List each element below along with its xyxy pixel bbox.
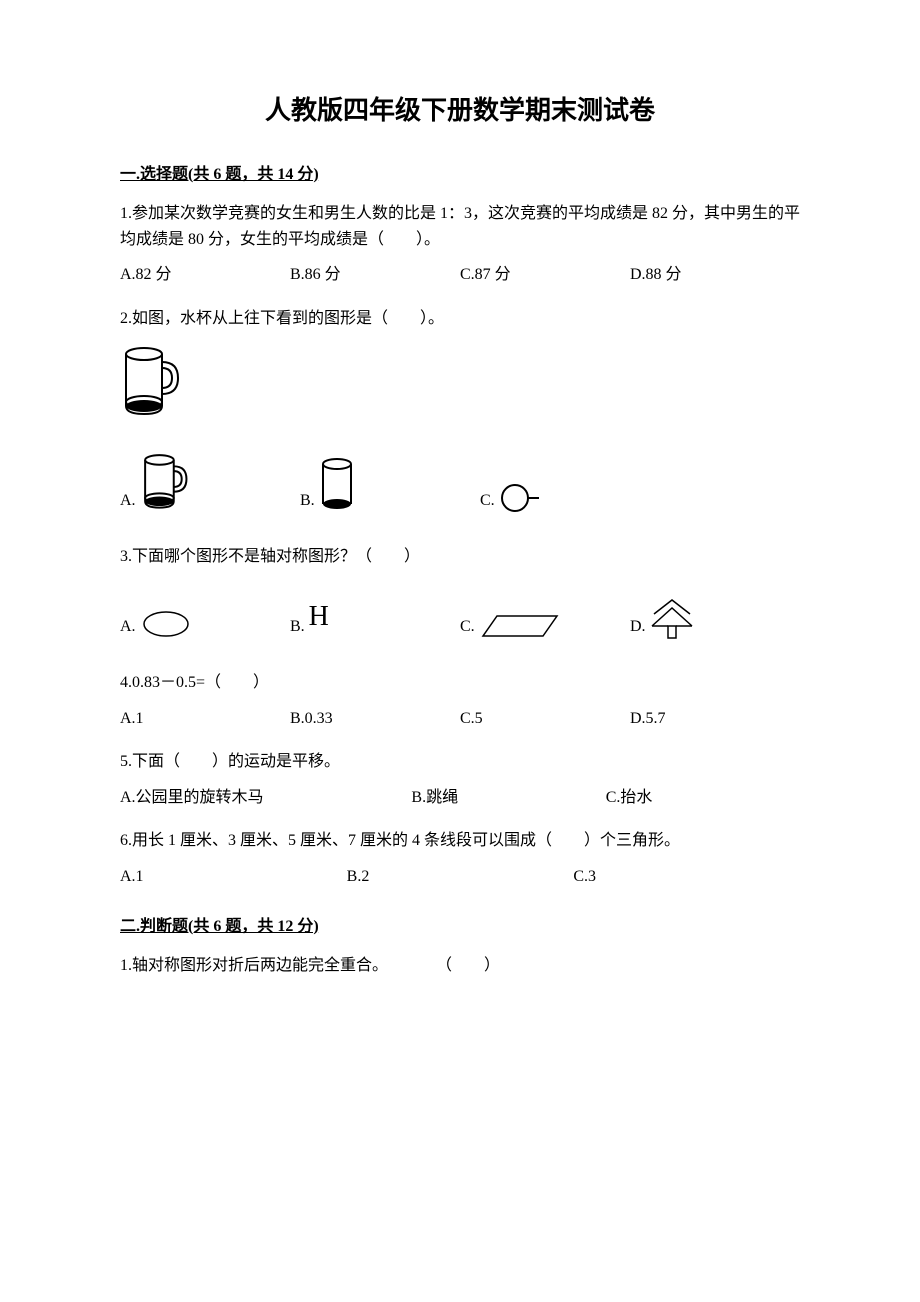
ellipse-icon xyxy=(140,608,192,640)
question-4: 4.0.83－0.5=（ ） A.1 B.0.33 C.5 D.5.7 xyxy=(120,670,800,731)
q4-option-b: B.0.33 xyxy=(290,706,460,732)
q3-option-a: A. xyxy=(120,608,290,640)
q6-option-b: B.2 xyxy=(347,864,574,890)
q4-option-d: D.5.7 xyxy=(630,706,800,732)
cup-icon xyxy=(120,344,182,422)
q4-option-a: A.1 xyxy=(120,706,290,732)
question-1-text: 1.参加某次数学竞赛的女生和男生人数的比是 1：3，这次竞赛的平均成绩是 82 … xyxy=(120,201,800,252)
cup-small-icon xyxy=(140,452,190,514)
question-1: 1.参加某次数学竞赛的女生和男生人数的比是 1：3，这次竞赛的平均成绩是 82 … xyxy=(120,201,800,288)
page-title: 人教版四年级下册数学期末测试卷 xyxy=(120,90,800,132)
question-5-options: A.公园里的旋转木马 B.跳绳 C.抬水 xyxy=(120,785,800,811)
q1-option-a: A.82 分 xyxy=(120,262,290,288)
q2-option-c: C. xyxy=(480,480,620,514)
q5-option-a: A.公园里的旋转木马 xyxy=(120,785,411,811)
question-3-text: 3.下面哪个图形不是轴对称图形？（ ） xyxy=(120,544,800,570)
q3-option-d: D. xyxy=(630,598,800,640)
circle-handle-icon xyxy=(499,480,543,514)
section2-question-1: 1.轴对称图形对折后两边能完全重合。 （ ） xyxy=(120,953,800,979)
question-2: 2.如图，水杯从上往下看到的图形是（ ）。 A. B. xyxy=(120,306,800,514)
q1-option-c: C.87 分 xyxy=(460,262,630,288)
question-3: 3.下面哪个图形不是轴对称图形？（ ） A. B. H C. D. xyxy=(120,544,800,640)
q3-option-c: C. xyxy=(460,612,630,640)
section2-question-1-text: 1.轴对称图形对折后两边能完全重合。 （ ） xyxy=(120,953,800,979)
cylinder-icon xyxy=(319,456,355,514)
q5-option-b: B.跳绳 xyxy=(411,785,605,811)
question-4-text: 4.0.83－0.5=（ ） xyxy=(120,670,800,696)
question-2-options: A. B. C. xyxy=(120,452,800,514)
question-3-options: A. B. H C. D. xyxy=(120,595,800,640)
question-1-options: A.82 分 B.86 分 C.87 分 D.88 分 xyxy=(120,262,800,288)
question-2-text: 2.如图，水杯从上往下看到的图形是（ ）。 xyxy=(120,306,800,332)
question-6-options: A.1 B.2 C.3 xyxy=(120,864,800,890)
letter-h-icon: H xyxy=(309,595,329,640)
question-6: 6.用长 1 厘米、3 厘米、5 厘米、7 厘米的 4 条线段可以围成（ ）个三… xyxy=(120,828,800,889)
parallelogram-icon xyxy=(479,612,561,640)
q5-option-c: C.抬水 xyxy=(606,785,800,811)
question-5: 5.下面（ ）的运动是平移。 A.公园里的旋转木马 B.跳绳 C.抬水 xyxy=(120,749,800,810)
q1-option-d: D.88 分 xyxy=(630,262,800,288)
question-4-options: A.1 B.0.33 C.5 D.5.7 xyxy=(120,706,800,732)
question-5-text: 5.下面（ ）的运动是平移。 xyxy=(120,749,800,775)
q3-option-b: B. H xyxy=(290,595,460,640)
q6-option-c: C.3 xyxy=(573,864,800,890)
q2-option-b: B. xyxy=(300,456,440,514)
section-1-heading: 一.选择题(共 6 题，共 14 分) xyxy=(120,162,800,188)
q1-option-b: B.86 分 xyxy=(290,262,460,288)
q6-option-a: A.1 xyxy=(120,864,347,890)
tree-icon xyxy=(650,598,694,640)
q4-option-c: C.5 xyxy=(460,706,630,732)
q2-option-a: A. xyxy=(120,452,260,514)
section-2-heading: 二.判断题(共 6 题，共 12 分) xyxy=(120,914,800,940)
question-6-text: 6.用长 1 厘米、3 厘米、5 厘米、7 厘米的 4 条线段可以围成（ ）个三… xyxy=(120,828,800,854)
cup-main-figure xyxy=(120,344,800,422)
